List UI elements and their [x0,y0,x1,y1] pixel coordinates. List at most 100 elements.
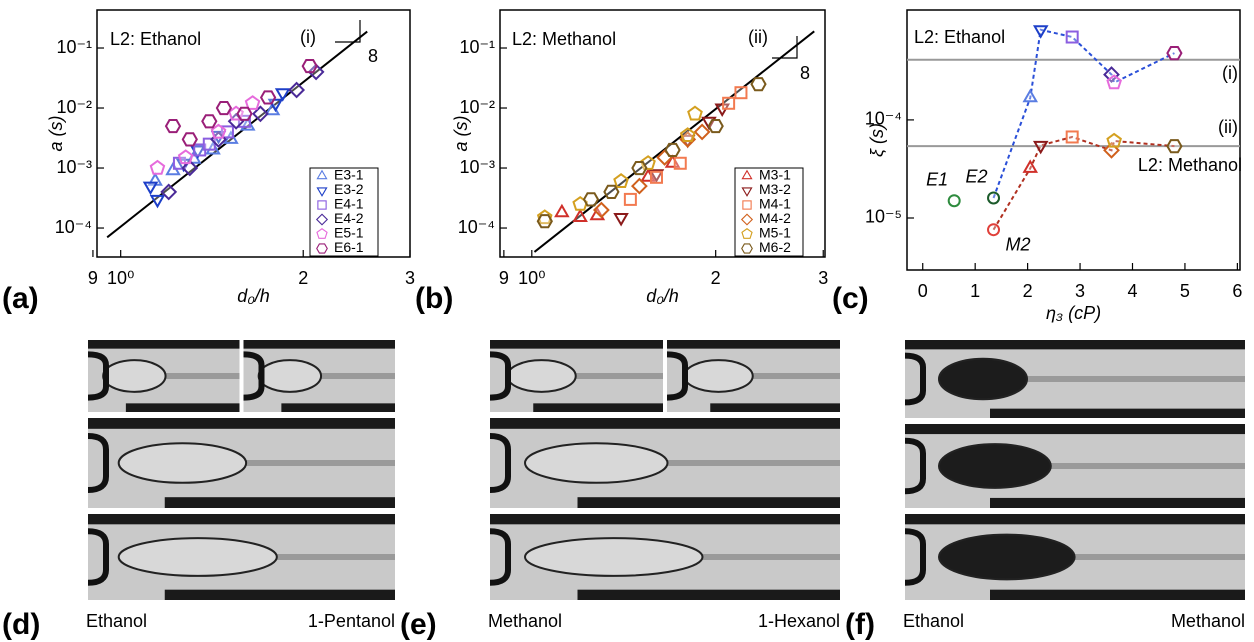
marker [623,192,637,206]
channel-wall [577,497,840,508]
marker [1166,139,1183,154]
marker [603,184,620,199]
marker [741,187,753,197]
dashed-line [992,28,1175,199]
marker [707,119,724,134]
marker [1065,30,1079,44]
marker [572,208,588,222]
droplet [506,359,577,393]
inlet [666,351,688,401]
channel-wall [905,514,1245,525]
marker [316,243,328,254]
marker [1065,130,1079,144]
channel [180,554,395,560]
marker [251,105,269,123]
x-tick-label: 4 [1127,281,1137,301]
caption-left: Ethanol [903,611,964,631]
annotation: (i) [300,27,316,47]
marker [740,213,754,226]
legend-box [309,167,379,257]
marker [722,96,736,110]
marker [1166,46,1183,61]
inlet [904,352,926,406]
channel [541,373,663,379]
legend-label: E4-1 [334,196,364,212]
channel [595,460,840,466]
marker [1022,159,1039,173]
marker [750,77,767,92]
marker [582,192,600,207]
inlet [489,433,511,493]
y-tick-label: 10⁻³ [56,157,92,177]
annotation: 8 [800,63,810,83]
legend-label: E6-1 [334,239,364,255]
y-tick-label: 10⁻² [56,97,92,117]
channel-wall [905,424,1245,435]
y-axis-title: ξ (s) [867,123,887,157]
marker [201,114,218,129]
fit-line [106,30,368,239]
x-axis-title: η₃ (cP) [1046,303,1101,323]
marker [301,59,318,74]
channel-wall [990,408,1245,418]
marker [215,101,233,116]
legend-label: E5-1 [334,225,364,241]
annotation: 8 [368,46,378,66]
marker [274,88,291,102]
x-tick-label: 3 [818,268,828,288]
annotation: (ii) [1218,117,1238,137]
x-tick-label: 9 [88,268,98,288]
marker [536,209,553,225]
marker [210,123,227,139]
annotation: L2: Methanol [512,29,616,49]
marker [316,228,328,239]
channel [595,554,840,560]
marker [181,159,199,177]
marker [1032,25,1049,39]
legend-label: M3-1 [759,167,791,183]
droplet [683,359,754,393]
droplet [117,442,248,484]
marker [315,213,329,226]
marker [149,194,166,209]
channel-wall [577,589,840,600]
inlet [489,528,511,586]
legend-box [734,167,804,257]
photo-panel [904,340,1245,600]
x-axis-title: d₀/h [646,286,679,306]
marker [631,161,648,176]
y-tick-label: 10⁻⁵ [865,207,902,227]
caption-right: 1-Pentanol [308,611,395,631]
marker [947,194,961,208]
legend-label: M4-2 [759,210,791,226]
marker [554,203,570,218]
marker [220,125,234,139]
marker [177,149,194,165]
marker [316,187,328,197]
photo-panel [489,340,840,600]
droplet [938,533,1076,581]
legend-label: M3-2 [759,181,791,197]
x-tick-label: 2 [1023,281,1033,301]
marker [181,132,198,147]
caption-left: Methanol [488,611,562,631]
marker [687,105,703,121]
x-tick-label: 10⁰ [518,268,545,288]
channel-wall [281,403,395,412]
channel-wall [710,403,840,412]
channel [133,373,240,379]
marker [205,140,221,155]
marker [236,106,253,121]
panel-label: (b) [415,282,453,315]
legend-label: E4-2 [334,210,364,226]
channel-wall [125,403,240,412]
inlet [489,351,511,401]
x-tick-label: 3 [1075,281,1085,301]
marker [1106,132,1122,148]
channel [1007,554,1245,560]
marker [664,142,681,157]
marker [649,170,663,184]
legend-label: M4-1 [759,196,791,212]
inlet [87,433,109,493]
caption-left: Ethanol [86,611,147,631]
